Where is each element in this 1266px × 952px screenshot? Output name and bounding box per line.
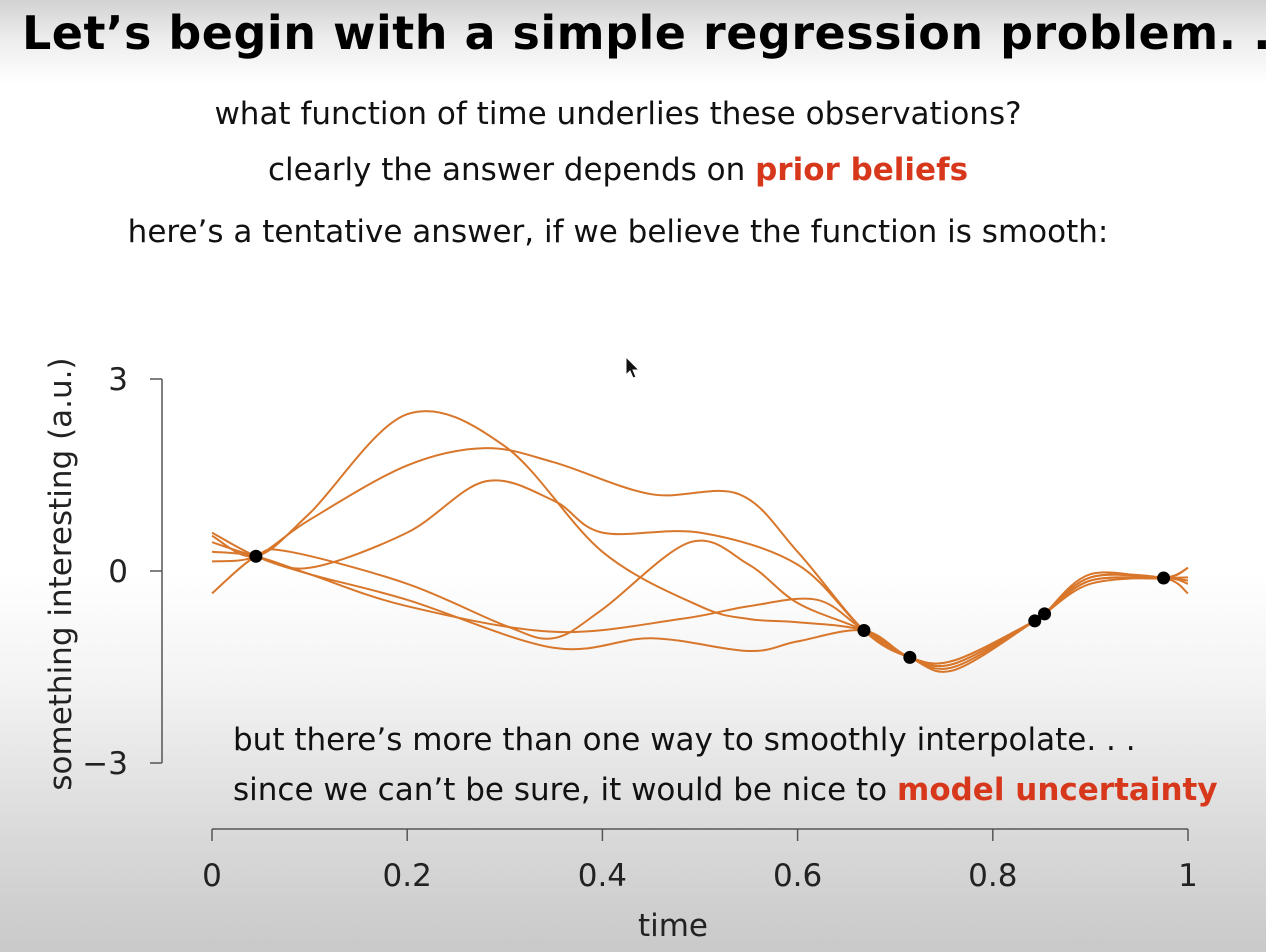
- question-line: what function of time underlies these ob…: [214, 96, 1022, 132]
- y-axis-label: something interesting (a.u.): [43, 357, 79, 790]
- title-bar: [0, 0, 1266, 84]
- sample-function-line: [211, 550, 1189, 673]
- model-uncertainty-highlight: model uncertainty: [897, 772, 1218, 808]
- observation-point: [1028, 614, 1042, 628]
- tentative-answer-line: here’s a tentative answer, if we believe…: [127, 214, 1109, 250]
- observation-points: [249, 549, 1171, 664]
- y-tick-label: 0: [108, 554, 128, 590]
- chart-axes: −3 0 3 0 0.2 0.4 0.6 0.8 1: [82, 362, 1198, 894]
- slide-title: Let’s begin with a simple regression pro…: [22, 6, 1266, 60]
- sample-function-line: [211, 531, 1189, 665]
- sample-function-line: [211, 479, 1189, 665]
- x-tick-label: 0.4: [578, 858, 627, 894]
- prior-beliefs-highlight: prior beliefs: [755, 152, 969, 188]
- observation-point: [249, 549, 263, 563]
- sample-curves: [211, 410, 1189, 673]
- observation-point: [1157, 571, 1171, 585]
- x-tick-label: 0.8: [968, 858, 1017, 894]
- interpolate-note: but there’s more than one way to smoothl…: [233, 722, 1136, 758]
- uncertainty-note-text: since we can’t be sure, it would be nice…: [233, 772, 898, 808]
- sample-function-line: [211, 447, 1189, 668]
- x-tick-label: 0: [202, 858, 222, 894]
- sample-function-line: [211, 539, 1189, 668]
- mouse-cursor-icon: [625, 356, 641, 379]
- x-axis-label: time: [638, 908, 708, 944]
- x-tick-label: 1: [1178, 858, 1198, 894]
- observation-point: [857, 624, 871, 638]
- prior-line-text: clearly the answer depends on: [267, 152, 756, 188]
- uncertainty-note: since we can’t be sure, it would be nice…: [233, 772, 1218, 808]
- x-tick-label: 0.2: [383, 858, 432, 894]
- observation-point: [903, 650, 917, 664]
- y-tick-label: 3: [108, 362, 128, 398]
- observation-point: [1038, 607, 1052, 621]
- x-tick-label: 0.6: [773, 858, 822, 894]
- y-tick-label: −3: [82, 746, 128, 782]
- prior-line: clearly the answer depends on prior beli…: [0, 152, 1236, 188]
